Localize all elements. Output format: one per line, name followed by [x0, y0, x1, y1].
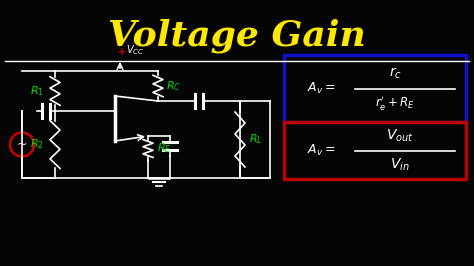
Text: $V_{in}$: $V_{in}$	[390, 157, 410, 173]
FancyBboxPatch shape	[284, 122, 466, 179]
Text: $A_v =$: $A_v =$	[307, 81, 336, 96]
Text: $R_E$: $R_E$	[157, 142, 171, 155]
FancyBboxPatch shape	[284, 55, 466, 122]
Text: $V_{out}$: $V_{out}$	[386, 128, 414, 144]
Text: +: +	[118, 47, 126, 57]
Text: $r_e' + R_E$: $r_e' + R_E$	[375, 94, 415, 113]
Text: $r_c$: $r_c$	[389, 66, 401, 81]
Text: $V_{CC}$: $V_{CC}$	[126, 43, 144, 57]
Text: $R_L$: $R_L$	[249, 132, 263, 146]
Text: $R_1$: $R_1$	[30, 84, 44, 98]
Text: $A_v =$: $A_v =$	[307, 143, 336, 158]
Text: $R_2$: $R_2$	[30, 138, 44, 151]
Text: Voltage Gain: Voltage Gain	[108, 19, 366, 53]
Text: $R_C$: $R_C$	[166, 79, 182, 93]
Text: ~: ~	[17, 138, 27, 151]
